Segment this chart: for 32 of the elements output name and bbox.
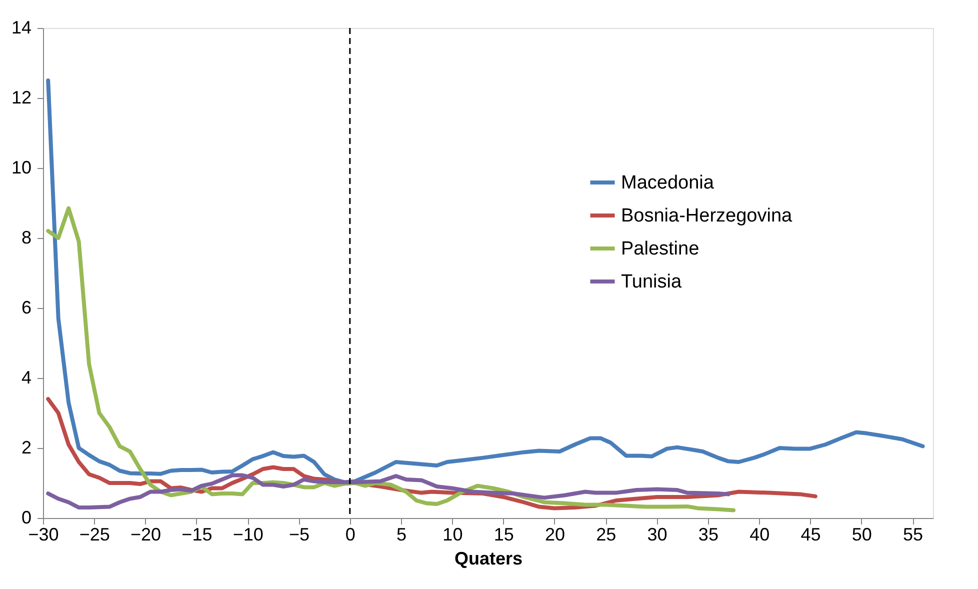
y-tick-label: 12	[11, 88, 32, 108]
line-series	[46, 473, 730, 510]
x-tick-label: 5	[396, 524, 407, 544]
x-tick-label: −25	[79, 524, 110, 544]
x-tick-label: 0	[345, 524, 356, 544]
y-tick-label: 14	[11, 18, 32, 38]
y-tick-label: 6	[21, 298, 32, 318]
y-tick-label: 2	[21, 438, 32, 458]
x-tick-label: 35	[698, 524, 718, 544]
x-tick-label: 15	[494, 524, 514, 544]
x-axis-title: Quaters	[454, 548, 523, 568]
y-tick-label: 0	[21, 508, 32, 528]
x-tick-label: −15	[182, 524, 212, 544]
y-tick-label: 10	[11, 158, 32, 178]
x-tick-label: 30	[647, 524, 668, 544]
x-tick-label: 45	[800, 524, 821, 544]
legend-label: Tunisia	[621, 272, 682, 292]
x-tick-label: 50	[852, 524, 872, 544]
x-tick-label: −10	[232, 524, 264, 544]
x-tick-label: −5	[288, 524, 310, 544]
legend-label: Bosnia-Herzegovina	[621, 206, 793, 226]
legend-label: Palestine	[621, 238, 700, 260]
x-tick-label: 25	[596, 524, 616, 544]
x-tick-label: −30	[28, 524, 59, 544]
y-tick-label: 4	[21, 368, 32, 388]
x-tick-label: 20	[544, 524, 566, 544]
legend-label: Macedonia	[621, 172, 714, 194]
x-tick-label: 55	[903, 524, 924, 544]
x-tick-label: 40	[750, 524, 770, 544]
x-tick-label: −20	[130, 524, 162, 544]
y-tick-label: 8	[21, 228, 32, 248]
x-tick-label: 10	[442, 524, 463, 544]
